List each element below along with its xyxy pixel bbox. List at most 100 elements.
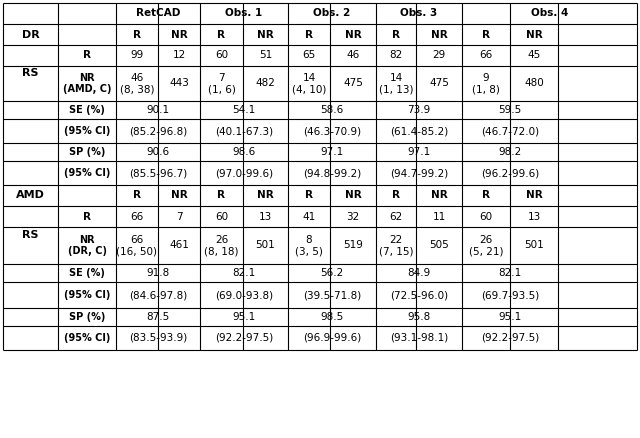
Text: R: R <box>133 191 141 201</box>
Text: 65: 65 <box>302 50 316 60</box>
Text: (97.0-99.6): (97.0-99.6) <box>215 168 273 178</box>
Text: 501: 501 <box>524 240 544 251</box>
Text: 41: 41 <box>302 212 316 222</box>
Text: 59.5: 59.5 <box>499 105 522 115</box>
Text: 66
(16, 50): 66 (16, 50) <box>116 235 157 256</box>
Text: (61.4-85.2): (61.4-85.2) <box>390 126 448 136</box>
Text: (94.8-99.2): (94.8-99.2) <box>303 168 361 178</box>
Text: 14
(1, 13): 14 (1, 13) <box>379 73 413 94</box>
Text: NR: NR <box>431 29 447 39</box>
Text: 501: 501 <box>255 240 275 251</box>
Text: (84.6-97.8): (84.6-97.8) <box>129 290 187 300</box>
Text: (95% CI): (95% CI) <box>64 168 110 178</box>
Text: R: R <box>83 50 91 60</box>
Text: 62: 62 <box>389 212 403 222</box>
Text: (46.3-70.9): (46.3-70.9) <box>303 126 361 136</box>
Text: 22
(7, 15): 22 (7, 15) <box>379 235 413 256</box>
Text: 60: 60 <box>215 212 228 222</box>
Text: 14
(4, 10): 14 (4, 10) <box>292 73 326 94</box>
Text: (83.5-93.9): (83.5-93.9) <box>129 333 187 343</box>
Text: 90.1: 90.1 <box>147 105 170 115</box>
Text: 98.2: 98.2 <box>499 147 522 157</box>
Text: R: R <box>392 29 400 39</box>
Text: (95% CI): (95% CI) <box>64 333 110 343</box>
Text: 46
(8, 38): 46 (8, 38) <box>120 73 154 94</box>
Text: SP (%): SP (%) <box>69 147 105 157</box>
Text: (72.5-96.0): (72.5-96.0) <box>390 290 448 300</box>
Text: 84.9: 84.9 <box>408 268 431 278</box>
Text: 91.8: 91.8 <box>147 268 170 278</box>
Text: Obs. 4: Obs. 4 <box>531 8 568 18</box>
Text: 82.1: 82.1 <box>232 268 255 278</box>
Text: R: R <box>482 191 490 201</box>
Text: 26
(5, 21): 26 (5, 21) <box>468 235 503 256</box>
Text: 95.1: 95.1 <box>499 312 522 322</box>
Text: (95% CI): (95% CI) <box>64 126 110 136</box>
Text: 54.1: 54.1 <box>232 105 255 115</box>
Text: (39.5-71.8): (39.5-71.8) <box>303 290 361 300</box>
Text: 7
(1, 6): 7 (1, 6) <box>207 73 236 94</box>
Text: SE (%): SE (%) <box>69 268 105 278</box>
Text: 443: 443 <box>169 78 189 88</box>
Text: 95.8: 95.8 <box>408 312 431 322</box>
Text: (96.9-99.6): (96.9-99.6) <box>303 333 361 343</box>
Text: NR: NR <box>344 191 362 201</box>
Text: (95% CI): (95% CI) <box>64 290 110 300</box>
Text: 11: 11 <box>433 212 445 222</box>
Text: (46.7-72.0): (46.7-72.0) <box>481 126 539 136</box>
Text: 475: 475 <box>429 78 449 88</box>
Text: SP (%): SP (%) <box>69 312 105 322</box>
Text: 97.1: 97.1 <box>408 147 431 157</box>
Text: R: R <box>133 29 141 39</box>
Text: NR: NR <box>257 191 274 201</box>
Text: 90.6: 90.6 <box>147 147 170 157</box>
Text: 505: 505 <box>429 240 449 251</box>
Text: (92.2-97.5): (92.2-97.5) <box>481 333 539 343</box>
Text: RS: RS <box>22 68 39 78</box>
Text: (96.2-99.6): (96.2-99.6) <box>481 168 539 178</box>
Text: (93.1-98.1): (93.1-98.1) <box>390 333 448 343</box>
Text: (40.1-67.3): (40.1-67.3) <box>215 126 273 136</box>
Text: Obs. 3: Obs. 3 <box>401 8 438 18</box>
Text: 97.1: 97.1 <box>321 147 344 157</box>
Text: 482: 482 <box>255 78 275 88</box>
Text: 73.9: 73.9 <box>408 105 431 115</box>
Text: NR
(AMD, C): NR (AMD, C) <box>63 73 111 94</box>
Text: NR: NR <box>171 191 188 201</box>
Text: 98.5: 98.5 <box>321 312 344 322</box>
Text: NR
(DR, C): NR (DR, C) <box>67 235 106 256</box>
Text: RS: RS <box>22 230 39 240</box>
Text: R: R <box>83 212 91 222</box>
Text: NR: NR <box>525 29 542 39</box>
Text: 60: 60 <box>215 50 228 60</box>
Text: R: R <box>482 29 490 39</box>
Text: 82.1: 82.1 <box>499 268 522 278</box>
Text: NR: NR <box>525 191 542 201</box>
Text: 60: 60 <box>479 212 493 222</box>
Text: R: R <box>305 29 313 39</box>
Text: 82: 82 <box>389 50 403 60</box>
Text: NR: NR <box>344 29 362 39</box>
Text: 8
(3, 5): 8 (3, 5) <box>295 235 323 256</box>
Text: R: R <box>392 191 400 201</box>
Text: 9
(1, 8): 9 (1, 8) <box>472 73 500 94</box>
Text: 26
(8, 18): 26 (8, 18) <box>204 235 239 256</box>
Text: (92.2-97.5): (92.2-97.5) <box>215 333 273 343</box>
Text: 461: 461 <box>169 240 189 251</box>
Text: Obs. 2: Obs. 2 <box>314 8 351 18</box>
Text: 46: 46 <box>346 50 360 60</box>
Text: NR: NR <box>431 191 447 201</box>
Text: 29: 29 <box>433 50 445 60</box>
Text: RetCAD: RetCAD <box>136 8 180 18</box>
Text: 7: 7 <box>176 212 182 222</box>
Text: 98.6: 98.6 <box>232 147 255 157</box>
Text: 475: 475 <box>343 78 363 88</box>
Text: 519: 519 <box>343 240 363 251</box>
Text: 66: 66 <box>479 50 493 60</box>
Text: (69.7-93.5): (69.7-93.5) <box>481 290 539 300</box>
Text: R: R <box>218 191 225 201</box>
Text: 45: 45 <box>527 50 541 60</box>
Text: 87.5: 87.5 <box>147 312 170 322</box>
Text: (85.2-96.8): (85.2-96.8) <box>129 126 187 136</box>
Text: 480: 480 <box>524 78 544 88</box>
